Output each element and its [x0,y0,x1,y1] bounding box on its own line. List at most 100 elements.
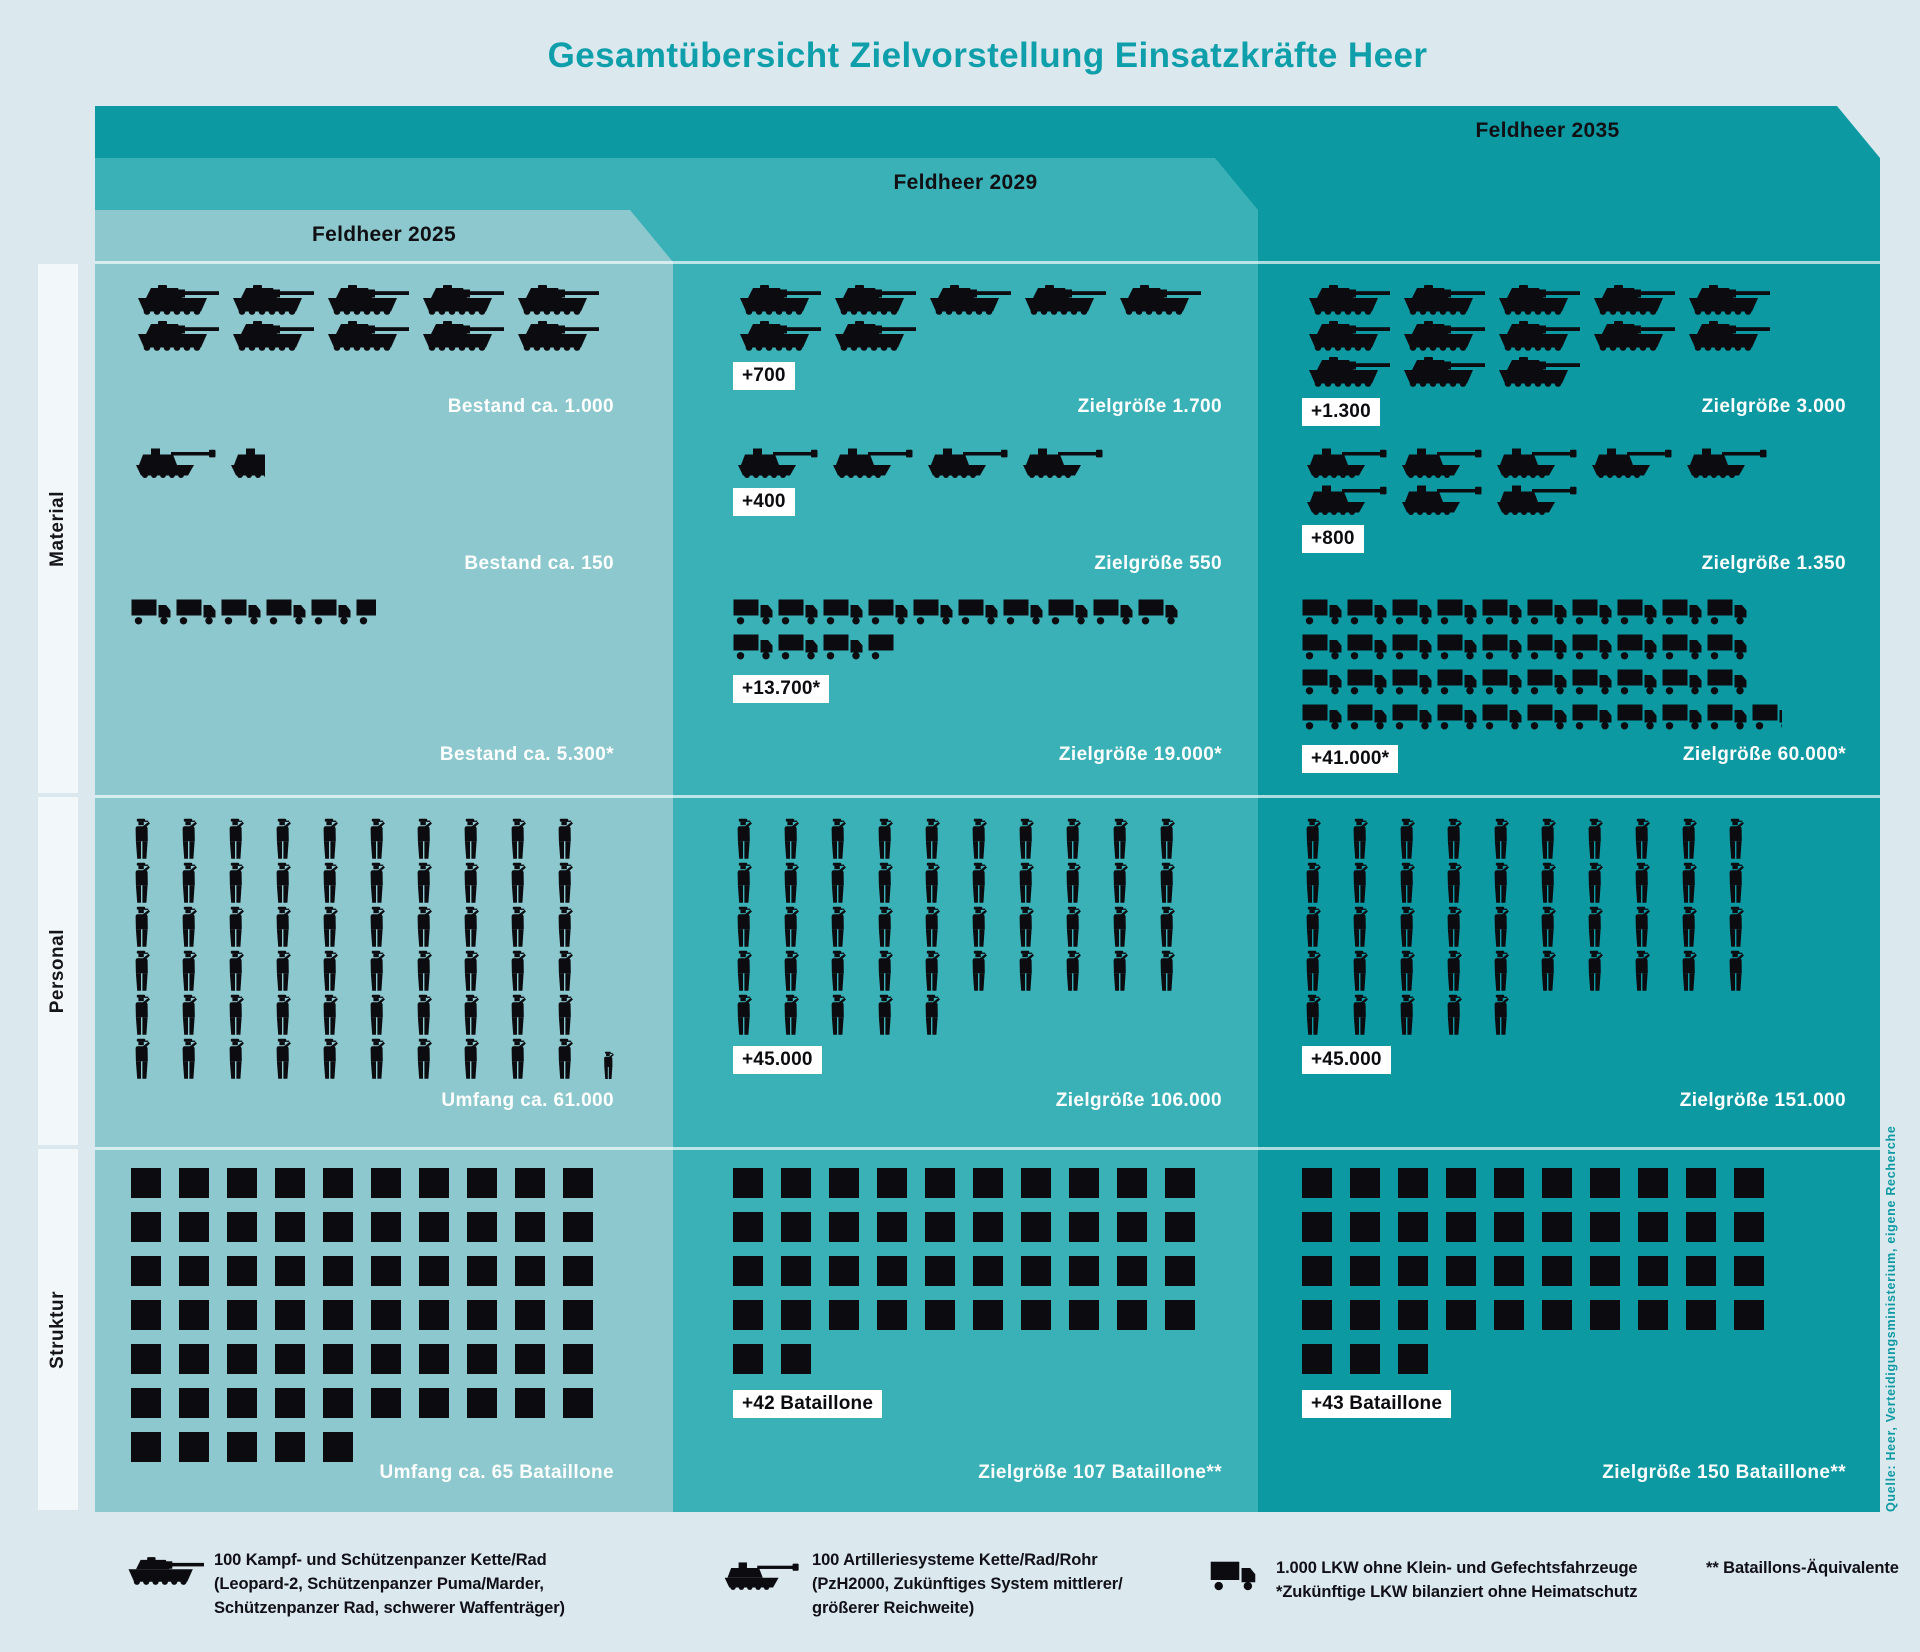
battalion-square-icon [515,1344,545,1374]
person-icon [921,818,943,860]
battalion-square-icon [1069,1212,1099,1242]
person-icon [319,1038,341,1080]
battalion-square-icon [1350,1256,1380,1286]
truck-icon [1392,633,1432,661]
battalion-square-icon [1494,1168,1524,1198]
truck-icon [176,598,216,626]
person-icon [827,818,849,860]
person-icon [366,906,388,948]
source-note: Quelle: Heer, Verteidigungsministerium, … [1884,1125,1898,1512]
pictogram-row [733,1168,1195,1198]
pictogram-row [1302,906,1747,948]
row-strip-material: Material [38,264,78,793]
legend-text: (Leopard-2, Schützenpanzer Puma/Marder, [214,1575,544,1593]
legend-text: 100 Artilleriesysteme Kette/Rad/Rohr [812,1551,1098,1569]
pictogram-row [1302,994,1747,1036]
tank-icon [1302,320,1390,354]
battalion-square-icon [1302,1168,1332,1198]
person-icon [507,818,529,860]
battalion-square-icon [1542,1256,1572,1286]
partial-truck-icon [356,598,376,626]
person-icon [733,994,755,1036]
person-icon [1490,994,1512,1036]
battalion-square-icon [1021,1300,1051,1330]
battalion-square-icon [1350,1300,1380,1330]
battalion-square-icon [515,1212,545,1242]
truck-icon [1572,668,1612,696]
section-divider-material-personal [95,795,1880,798]
tank-icon [511,320,599,354]
battalion-square-icon [1638,1300,1668,1330]
truck-icon [1572,633,1612,661]
truck-icon [1392,703,1432,731]
battalion-square-icon [1734,1256,1764,1286]
person-icon [1537,906,1559,948]
tank-icon [131,320,219,354]
person-icon [319,950,341,992]
truck-icon [311,598,351,626]
truck-icon [1707,598,1747,626]
battalion-square-icon [877,1256,907,1286]
person-icon [874,862,896,904]
battalion-square-icon [925,1212,955,1242]
value-label: Zielgröße 150 Bataillone** [1602,1462,1846,1483]
person-icon [413,1038,435,1080]
person-icon [921,950,943,992]
truck-icon [1347,633,1387,661]
tank-icon [923,284,1011,318]
person-icon [1156,906,1178,948]
battalion-square-icon [1117,1168,1147,1198]
truck-icon [1482,703,1522,731]
battalion-square-icon [1165,1168,1195,1198]
truck-icon [733,633,773,661]
battalion-square-icon [227,1212,257,1242]
person-icon [319,818,341,860]
person-icon [272,818,294,860]
battalion-square-icon [227,1344,257,1374]
person-icon [460,862,482,904]
truck-icon [131,598,171,626]
battalion-square-icon [1446,1256,1476,1286]
truck-icon [778,633,818,661]
battalion-square-icon [1117,1212,1147,1242]
person-icon [460,994,482,1036]
battalion-square-icon [1165,1212,1195,1242]
person-icon [1396,950,1418,992]
pictogram-person-grid [733,818,1178,1038]
truck-icon [1482,633,1522,661]
battalion-square-icon [515,1168,545,1198]
person-icon [874,906,896,948]
value-label: Zielgröße 107 Bataillone** [978,1462,1222,1483]
battalion-square-icon [563,1300,593,1330]
battalion-square-icon [1302,1212,1332,1242]
battalion-square-icon [179,1300,209,1330]
person-icon [1349,906,1371,948]
person-icon [1443,862,1465,904]
battalion-square-icon [467,1388,497,1418]
pictogram-square-grid [1302,1168,1764,1388]
person-icon [1349,818,1371,860]
battalion-square-icon [467,1212,497,1242]
tank-icon [1018,284,1106,318]
battalion-square-icon [1350,1344,1380,1374]
truck-icon [913,598,953,626]
pictogram-row [1302,818,1747,860]
pictogram-row [733,950,1178,992]
person-icon [1062,862,1084,904]
battalion-square-icon [467,1344,497,1374]
battalion-square-icon [733,1212,763,1242]
person-icon [460,950,482,992]
person-icon [554,906,576,948]
person-icon [1396,994,1418,1036]
battalion-square-icon [781,1344,811,1374]
person-icon [272,862,294,904]
person-icon [827,862,849,904]
battalion-square-icon [1590,1300,1620,1330]
battalion-square-icon [1494,1300,1524,1330]
battalion-square-icon [1398,1256,1428,1286]
pictogram-row [733,444,1104,480]
truck-icon [958,598,998,626]
person-icon [225,950,247,992]
pictogram-truck-grid [733,598,1178,668]
increase-badge: +13.700* [733,675,830,703]
